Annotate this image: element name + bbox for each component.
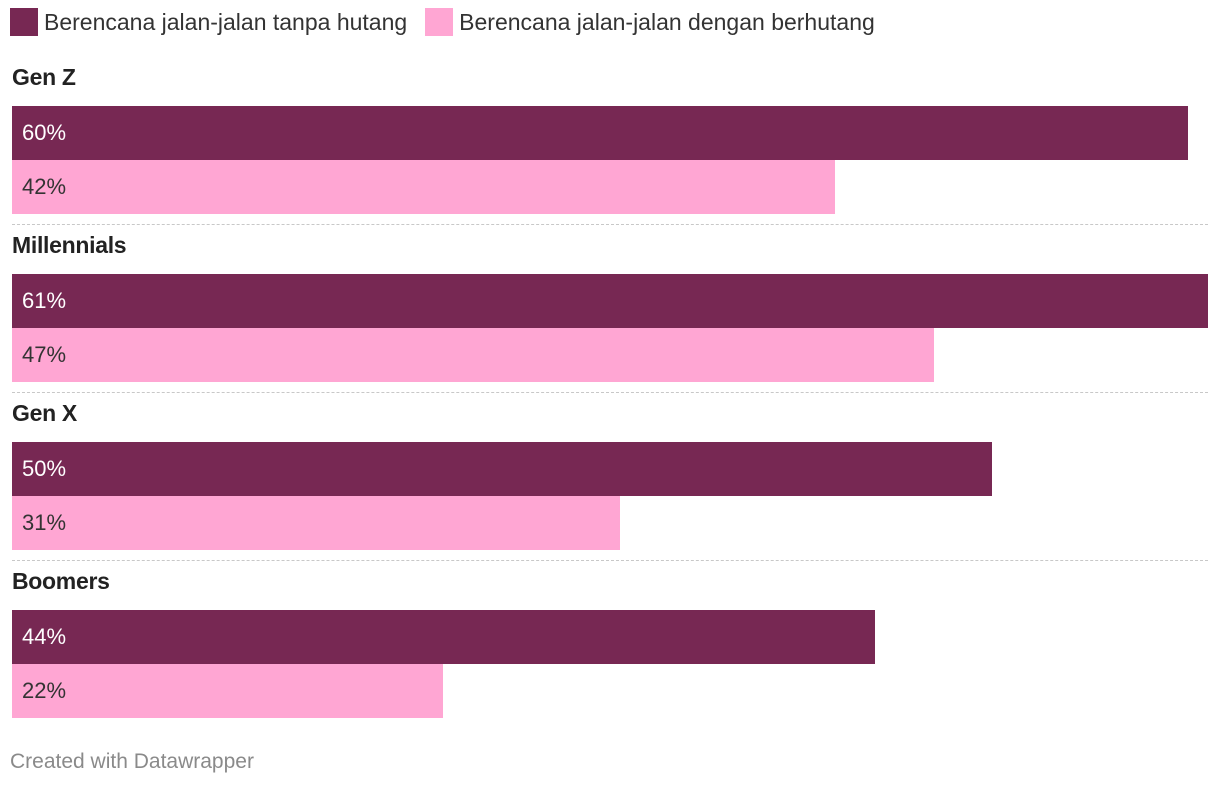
group-separator [12, 392, 1208, 393]
bar-value-label: 60% [22, 120, 67, 145]
bar-gen-z-series-2 [12, 160, 835, 214]
category-label-boomers: Boomers [12, 568, 110, 594]
bar-value-label: 22% [22, 678, 67, 703]
datawrapper-credit: Created with Datawrapper [10, 750, 254, 773]
bar-value-label: 61% [22, 288, 67, 313]
group-separator [12, 560, 1208, 561]
bar-gen-z-series-1 [12, 106, 1188, 160]
chart-legend: Berencana jalan-jalan tanpa hutang Beren… [10, 8, 893, 36]
bar-boomers-series-1 [12, 610, 875, 664]
bar-value-label: 50% [22, 456, 67, 481]
legend-swatch-series-1 [10, 8, 38, 36]
category-label-millennials: Millennials [12, 232, 127, 258]
bar-value-label: 47% [22, 342, 67, 367]
legend-label-series-2: Berencana jalan-jalan dengan berhutang [459, 8, 875, 35]
bar-value-label: 44% [22, 624, 67, 649]
legend-label-series-1: Berencana jalan-jalan tanpa hutang [44, 8, 408, 35]
category-label-gen-z: Gen Z [12, 64, 76, 90]
bar-millennials-series-2 [12, 328, 934, 382]
bar-boomers-series-2 [12, 664, 443, 718]
bar-gen-x-series-1 [12, 442, 992, 496]
legend-item-series-1: Berencana jalan-jalan tanpa hutang [10, 8, 407, 36]
bar-value-label: 31% [22, 510, 67, 535]
bar-gen-x-series-2 [12, 496, 620, 550]
group-separator [12, 224, 1208, 225]
legend-swatch-series-2 [425, 8, 454, 36]
bar-value-label: 42% [22, 174, 67, 199]
bar-millennials-series-1 [12, 274, 1208, 328]
legend-item-series-2: Berencana jalan-jalan dengan berhutang [425, 8, 875, 36]
category-label-gen-x: Gen X [12, 400, 77, 426]
